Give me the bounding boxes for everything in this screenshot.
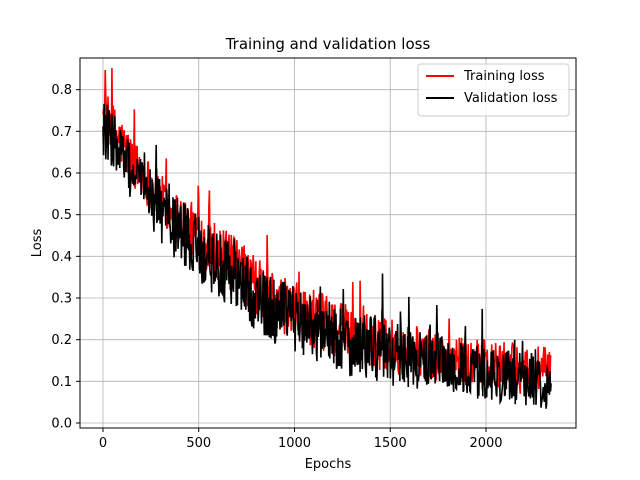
y-tick-label: 0.7: [51, 125, 72, 140]
validation-loss-line: [102, 103, 552, 409]
chart-title: Training and validation loss: [225, 35, 431, 53]
y-tick-label: 0.1: [51, 375, 72, 390]
legend-label-training: Training loss: [463, 69, 545, 84]
series-layer: [102, 68, 552, 409]
legend-label-validation: Validation loss: [464, 91, 558, 106]
x-tick-label: 500: [186, 436, 211, 451]
legend: Training loss Validation loss: [417, 63, 570, 117]
x-tick-label: 1500: [374, 436, 407, 451]
y-tick-label: 0.3: [51, 292, 72, 307]
y-tick-label: 0.5: [51, 208, 72, 223]
y-tick-label: 0.4: [51, 250, 72, 265]
x-axis-title: Epochs: [305, 457, 352, 472]
y-axis: 0.0 0.1 0.2 0.3 0.4 0.5 0.6 0.7 0.8: [51, 83, 80, 432]
legend-box: [417, 63, 570, 117]
x-tick-label: 2000: [469, 436, 502, 451]
x-axis: 0 500 1000 1500 2000: [99, 428, 503, 451]
y-tick-label: 0.6: [51, 167, 72, 182]
x-tick-label: 0: [99, 436, 107, 451]
y-tick-label: 0.8: [51, 83, 72, 98]
y-axis-title: Loss: [30, 229, 45, 258]
y-tick-label: 0.2: [51, 333, 72, 348]
y-tick-label: 0.0: [51, 417, 72, 432]
x-tick-label: 1000: [278, 436, 311, 451]
plot-frame: [79, 57, 577, 429]
